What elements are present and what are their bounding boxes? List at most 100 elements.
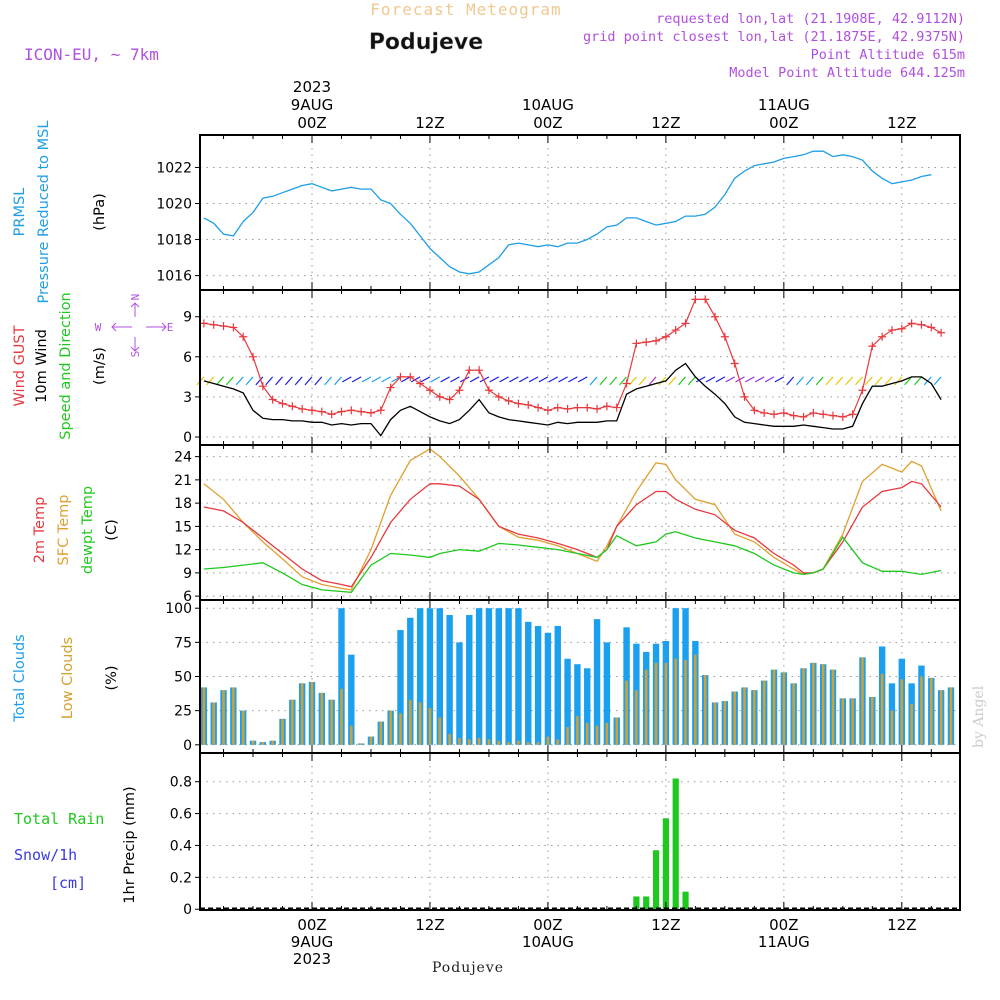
low-cloud-bar <box>762 680 766 745</box>
low-cloud-bar <box>458 737 461 745</box>
gust-marker <box>612 403 621 412</box>
gust-marker <box>435 392 444 401</box>
low-cloud-bar <box>585 722 589 745</box>
gust-marker <box>927 323 936 332</box>
gust-marker <box>563 404 572 413</box>
low-cloud-bar <box>556 739 560 745</box>
panel-ylabel: 10m Wind <box>34 329 50 403</box>
wind-arrow <box>658 376 667 386</box>
gust-marker <box>219 322 228 331</box>
wind-arrow <box>558 376 568 383</box>
gust-marker <box>327 410 336 419</box>
gust-marker <box>347 406 356 415</box>
low-cloud-bar <box>920 676 923 745</box>
top-time-label: 12Z <box>415 114 444 132</box>
gust-marker <box>770 410 779 419</box>
low-cloud-bar <box>320 692 324 745</box>
low-cloud-bar <box>733 691 736 745</box>
wind-arrow <box>361 376 372 383</box>
gust-marker <box>799 412 808 421</box>
low-cloud-bar <box>615 717 619 745</box>
wind-arrow <box>235 376 244 386</box>
gust-marker <box>504 396 513 405</box>
low-cloud-bar <box>448 733 451 745</box>
gust-marker <box>632 339 641 348</box>
panel-ylabel: 2m Temp <box>32 497 48 564</box>
low-cloud-bar <box>949 687 953 745</box>
gust-marker <box>740 392 749 401</box>
precip-ylabel: 1hr Precip (mm) <box>122 786 138 903</box>
wind-arrow <box>430 376 441 383</box>
low-cloud-bar <box>900 679 904 745</box>
grid-point-coords: grid point closest lon,lat (21.1875E, 42… <box>583 29 965 45</box>
ytick-label-5: 0.2 <box>170 870 192 886</box>
panel-ylabel: (%) <box>104 665 120 690</box>
gust-marker <box>484 386 493 395</box>
ytick-label-1: 1022 <box>156 160 192 176</box>
bottom-time-label: 11AUG <box>758 933 810 951</box>
wind-speed-line <box>203 362 942 437</box>
low-cloud-bar <box>369 736 373 745</box>
low-cloud-bar <box>605 722 609 745</box>
wind-arrow <box>342 376 352 383</box>
gust-marker <box>199 319 208 328</box>
low-cloud-bar <box>664 662 668 745</box>
gust-marker <box>711 312 720 321</box>
pressure-series-line <box>203 150 932 275</box>
gust-marker <box>602 402 611 411</box>
gust-marker <box>524 400 533 409</box>
ytick-label-4: 75 <box>174 635 192 651</box>
total-cloud-bar <box>407 617 414 745</box>
low-cloud-bar <box>851 698 854 745</box>
low-cloud-bar <box>930 677 933 745</box>
rain-bar <box>633 896 640 910</box>
wind-arrow <box>275 376 283 386</box>
gust-marker <box>760 408 769 417</box>
gust-marker <box>622 379 631 388</box>
ytick-label-4: 25 <box>174 704 192 720</box>
ytick-label-3: 15 <box>174 519 192 535</box>
low-cloud-bar <box>939 690 943 745</box>
rain-bar <box>682 891 689 910</box>
wind-arrow <box>538 376 549 383</box>
gust-marker <box>357 407 366 416</box>
wind-arrow <box>764 376 775 383</box>
gust-marker <box>209 320 218 329</box>
wind-arrow <box>695 376 706 383</box>
wind-arrow <box>450 376 460 383</box>
low-cloud-bar <box>821 664 825 745</box>
low-cloud-bar <box>723 701 727 745</box>
top-time-label: 2023 <box>293 78 331 96</box>
low-cloud-bar <box>438 717 442 745</box>
wind-arrow <box>754 376 765 383</box>
wind-arrow <box>715 376 726 383</box>
gust-marker <box>779 408 788 417</box>
gust-marker <box>858 386 867 395</box>
top-time-label: 11AUG <box>758 96 810 114</box>
gust-marker <box>937 328 946 337</box>
low-cloud-bar <box>595 725 599 745</box>
total-cloud-bar <box>584 668 591 745</box>
gust-marker <box>229 323 238 332</box>
ytick-label-3: 21 <box>174 473 192 489</box>
gust-marker <box>406 372 415 381</box>
gust-marker <box>455 386 464 395</box>
wind-arrow <box>874 376 883 386</box>
gust-marker <box>298 404 307 413</box>
total-cloud-bar <box>466 615 473 745</box>
total-cloud-bar <box>554 625 561 745</box>
gust-marker <box>494 392 503 401</box>
wind-arrow <box>304 376 313 386</box>
footer-location: Podujeve <box>432 960 504 976</box>
compass-arrows <box>111 302 167 352</box>
precip-legend-line: [cm] <box>50 874 86 892</box>
low-cloud-bar <box>812 662 815 745</box>
compass-north: N <box>129 294 142 301</box>
precip-legend-line: Total Rain <box>14 810 104 828</box>
total-cloud-bar <box>525 621 532 745</box>
low-cloud-bar <box>212 702 215 745</box>
total-cloud-bar <box>515 608 522 745</box>
gust-marker <box>701 295 710 304</box>
gust-line <box>203 298 942 418</box>
gust-marker <box>239 332 248 341</box>
